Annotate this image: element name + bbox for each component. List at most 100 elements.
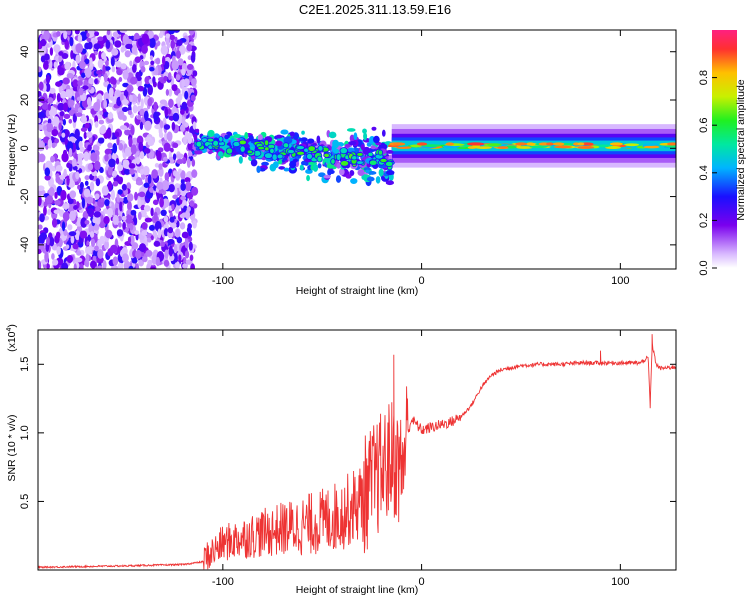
- heatmap-cell: [107, 207, 113, 218]
- snr-series-line: [38, 334, 676, 570]
- y-tick-label: 0: [19, 145, 31, 151]
- heatmap-cell: [59, 111, 65, 117]
- heatmap-cell: [38, 81, 44, 91]
- heatmap-cell: [135, 249, 142, 259]
- spectrogram-frame: [37, 29, 677, 270]
- heatmap-cell: [114, 207, 119, 218]
- heatmap-cell: [623, 143, 640, 147]
- heatmap-cell: [184, 250, 190, 259]
- heatmap-cell: [96, 256, 104, 264]
- heatmap-cell: [47, 97, 54, 104]
- heatmap-cell: [166, 131, 173, 142]
- heatmap-cell: [144, 120, 152, 131]
- heatmap-cell: [165, 88, 170, 96]
- heatmap-cell: [63, 30, 68, 40]
- heatmap-cell: [156, 181, 164, 190]
- heatmap-cell: [66, 175, 70, 186]
- heatmap-cell: [188, 30, 195, 36]
- heatmap-cell: [112, 214, 119, 225]
- heatmap-cell: [553, 145, 573, 149]
- x-tick-label: 100: [611, 275, 629, 287]
- heatmap-cell: [115, 60, 122, 68]
- heatmap-cell: [155, 66, 159, 76]
- heatmap-cell: [187, 223, 192, 230]
- heatmap-cell: [546, 142, 554, 146]
- heatmap-cell: [53, 44, 61, 53]
- heatmap-cell: [51, 259, 59, 266]
- heatmap-cell: [173, 243, 178, 254]
- heatmap-cell: [128, 86, 132, 97]
- heatmap-cell: [217, 151, 224, 157]
- heatmap-cell: [43, 125, 48, 131]
- heatmap-cell: [85, 246, 93, 255]
- heatmap-cell: [69, 36, 74, 47]
- heatmap-cell: [182, 256, 187, 264]
- heatmap-cell: [195, 128, 200, 133]
- heatmap-cell: [86, 208, 93, 215]
- heatmap-cell: [62, 211, 70, 222]
- heatmap-cell: [175, 50, 181, 59]
- heatmap-cell: [138, 259, 145, 267]
- heatmap-cell: [183, 78, 190, 87]
- heatmap-cell: [97, 36, 104, 42]
- figure-title: C2E1.2025.311.13.59.E16: [299, 2, 451, 17]
- heatmap-cell: [54, 191, 58, 199]
- heatmap-cell: [44, 251, 49, 263]
- heatmap-cell: [103, 111, 109, 118]
- heatmap-cell: [164, 249, 169, 259]
- heatmap-cell: [141, 256, 148, 263]
- heatmap-cell: [256, 165, 261, 174]
- heatmap-cell: [99, 167, 104, 174]
- heatmap-cell: [296, 150, 306, 156]
- heatmap-cell: [191, 169, 198, 178]
- heatmap-cell: [162, 198, 170, 208]
- heatmap-cell: [363, 167, 371, 171]
- heatmap-cell: [77, 79, 83, 86]
- heatmap-cell: [99, 110, 104, 116]
- heatmap-cell: [609, 142, 623, 146]
- heatmap-cell: [55, 81, 62, 87]
- heatmap-cell: [666, 142, 676, 146]
- heatmap-cell: [84, 175, 90, 181]
- heatmap-cell: [143, 205, 151, 212]
- heatmap-cell: [445, 142, 455, 146]
- heatmap-cell: [125, 215, 133, 224]
- heatmap-cell: [346, 128, 356, 132]
- heatmap-cell: [43, 60, 49, 66]
- heatmap-cell: [144, 217, 153, 223]
- heatmap-cell: [72, 79, 79, 88]
- heatmap-cell: [171, 84, 178, 92]
- heatmap-cell: [357, 169, 365, 177]
- heatmap-cell: [103, 216, 110, 225]
- heatmap-cell: [158, 131, 164, 138]
- heatmap-cell: [56, 31, 61, 37]
- heatmap-cell: [106, 30, 111, 36]
- heatmap-cell: [182, 263, 188, 269]
- heatmap-cell: [95, 70, 103, 75]
- heatmap-cell: [45, 109, 50, 118]
- heatmap-cell: [271, 153, 278, 161]
- heatmap-cell: [110, 244, 118, 254]
- heatmap-cell: [61, 152, 69, 163]
- heatmap-cell: [145, 249, 153, 257]
- heatmap-cell: [163, 142, 171, 152]
- heatmap-cell: [124, 147, 133, 157]
- heatmap-cell: [349, 169, 355, 177]
- heatmap-cell: [339, 147, 348, 155]
- heatmap-cell: [38, 111, 45, 118]
- heatmap-cell: [84, 67, 92, 78]
- heatmap-cell: [643, 145, 660, 149]
- heatmap-cell: [187, 141, 193, 151]
- heatmap-cell: [121, 253, 129, 263]
- heatmap-cell: [117, 164, 124, 172]
- heatmap-cell: [57, 102, 65, 111]
- heatmap-cell: [189, 254, 194, 261]
- heatmap-cell: [351, 155, 358, 161]
- heatmap-cell: [75, 112, 83, 117]
- heatmap-cell: [186, 158, 191, 168]
- spectrogram-x-label: Height of straight line (km): [296, 285, 419, 297]
- heatmap-cell: [81, 99, 89, 108]
- heatmap-cell: [154, 163, 160, 168]
- heatmap-cell: [89, 231, 95, 238]
- heatmap-cell: [246, 149, 253, 155]
